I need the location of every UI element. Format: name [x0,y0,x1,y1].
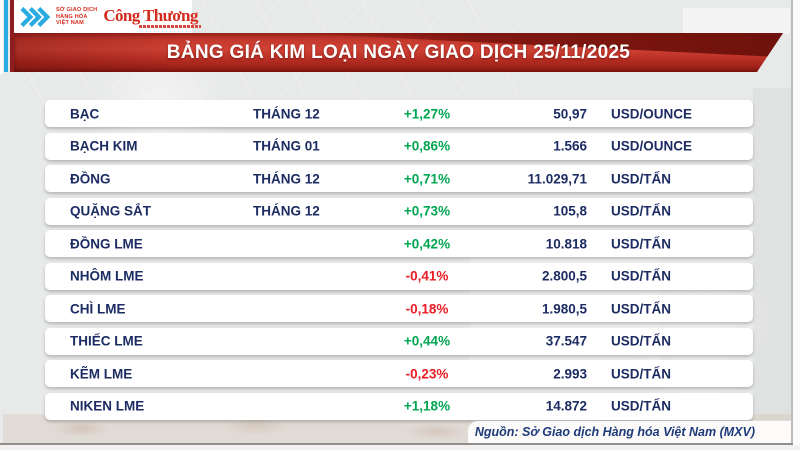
price-change: +1,27% [403,106,451,121]
price-change: +0,86% [403,138,451,154]
mxv-org-line: SỞ GIAO DỊCH [56,7,98,14]
source-note: Nguồn: Sở Giao dịch Hàng hóa Việt Nam (M… [474,425,755,439]
price-change: +0,71% [403,171,451,186]
price-unit: USD/TẤN [611,301,671,316]
commodity-name: THIẾC LME [70,333,143,349]
price-change: -0,23% [405,366,449,381]
table-row: CHÌ LME -0,18% 1.980,5 USD/TẤN [45,295,753,322]
price-change: +1,18% [403,398,451,414]
table-row: BẠC THÁNG 12 +1,27% 50,97 USD/OUNCE [45,100,753,127]
table-row: ĐỒNG THÁNG 12 +0,71% 11.029,71 USD/TẤN [45,165,753,192]
price-unit: USD/TẤN [611,366,671,381]
card-bottom-margin [0,445,800,450]
price-change: -0,18% [405,301,449,316]
contract-month: THÁNG 12 [253,203,320,219]
price-change: -0,41% [405,268,449,284]
price-value: 37.547 [545,333,587,349]
contract-month: THÁNG 12 [253,171,320,186]
price-unit: USD/TẤN [611,171,671,186]
price-value: 2.993 [553,366,587,381]
mxv-chevrons-icon [20,7,52,27]
contract-month: THÁNG 12 [253,106,320,121]
price-value: 10.818 [545,236,587,251]
title-banner: BẢNG GIÁ KIM LOẠI NGÀY GIAO DỊCH 25/11/2… [14,33,783,72]
commodity-name: QUẶNG SẮT [70,203,151,219]
source-note-background [468,421,792,443]
table-row: QUẶNG SẮT THÁNG 12 +0,73% 105,8 USD/TẤN [45,197,753,225]
price-value: 1.980,5 [541,301,587,316]
commodity-name: NHÔM LME [70,268,144,284]
background-rect [683,8,790,34]
background-shade [753,88,792,420]
card-left-edge [0,0,3,74]
page-title: BẢNG GIÁ KIM LOẠI NGÀY GIAO DỊCH 25/11/2… [166,41,631,63]
price-unit: USD/TẤN [611,236,671,251]
table-row: KẼM LME -0,23% 2.993 USD/TẤN [45,360,753,387]
price-change: +0,44% [403,333,451,349]
card-right-edge [791,0,793,444]
commodity-name: BẠCH KIM [70,138,138,154]
accent-stripe-red [10,0,14,72]
commodity-name: ĐỒNG LME [70,236,143,251]
commodity-name: NIKEN LME [70,398,145,414]
price-value: 50,97 [553,106,587,121]
congthuong-tagline-strip [139,24,202,28]
price-unit: USD/TẤN [611,268,671,284]
table-row: THIẾC LME +0,44% 37.547 USD/TẤN [45,327,753,355]
commodity-name: CHÌ LME [70,301,126,316]
price-unit: USD/TẤN [611,398,671,414]
congthuong-wordmark: Công Thương [103,5,198,25]
accent-stripe-cyan [4,0,8,72]
contract-month: THÁNG 01 [253,138,320,154]
price-value: 14.872 [545,398,587,414]
table-row: NHÔM LME -0,41% 2.800,5 USD/TẤN [45,262,753,290]
price-unit: USD/OUNCE [611,106,693,121]
mxv-org-line: HÀNG HÓA [56,13,88,20]
commodity-name: KẼM LME [70,366,133,381]
price-table: BẠC THÁNG 12 +1,27% 50,97 USD/OUNCE BẠCH… [45,100,753,420]
mxv-org-name: SỞ GIAO DỊCH HÀNG HÓA VIỆT NAM [56,7,97,26]
price-unit: USD/TẤN [611,333,671,349]
table-row: BẠCH KIM THÁNG 01 +0,86% 1.566 USD/OUNCE [45,132,753,160]
commodity-name: BẠC [70,106,100,121]
price-change: +0,42% [403,236,451,251]
price-value: 105,8 [553,203,587,219]
price-unit: USD/OUNCE [611,138,693,154]
price-value: 1.566 [553,138,587,154]
commodity-name: ĐỒNG [70,171,111,186]
mxv-org-line: VIỆT NAM [56,20,84,27]
price-unit: USD/TẤN [611,203,671,219]
card-bottom-edge [0,443,793,445]
price-value: 11.029,71 [527,171,587,186]
card-right-margin [793,0,800,450]
table-row: NIKEN LME +1,18% 14.872 USD/TẤN [45,392,753,420]
price-value: 2.800,5 [541,268,587,284]
price-change: +0,73% [403,203,451,219]
logo-bar: SỞ GIAO DỊCH HÀNG HÓA VIỆT NAM Công Thươ… [14,0,202,34]
table-row: ĐỒNG LME +0,42% 10.818 USD/TẤN [45,230,753,257]
congthuong-logo: Công Thương [103,5,202,28]
